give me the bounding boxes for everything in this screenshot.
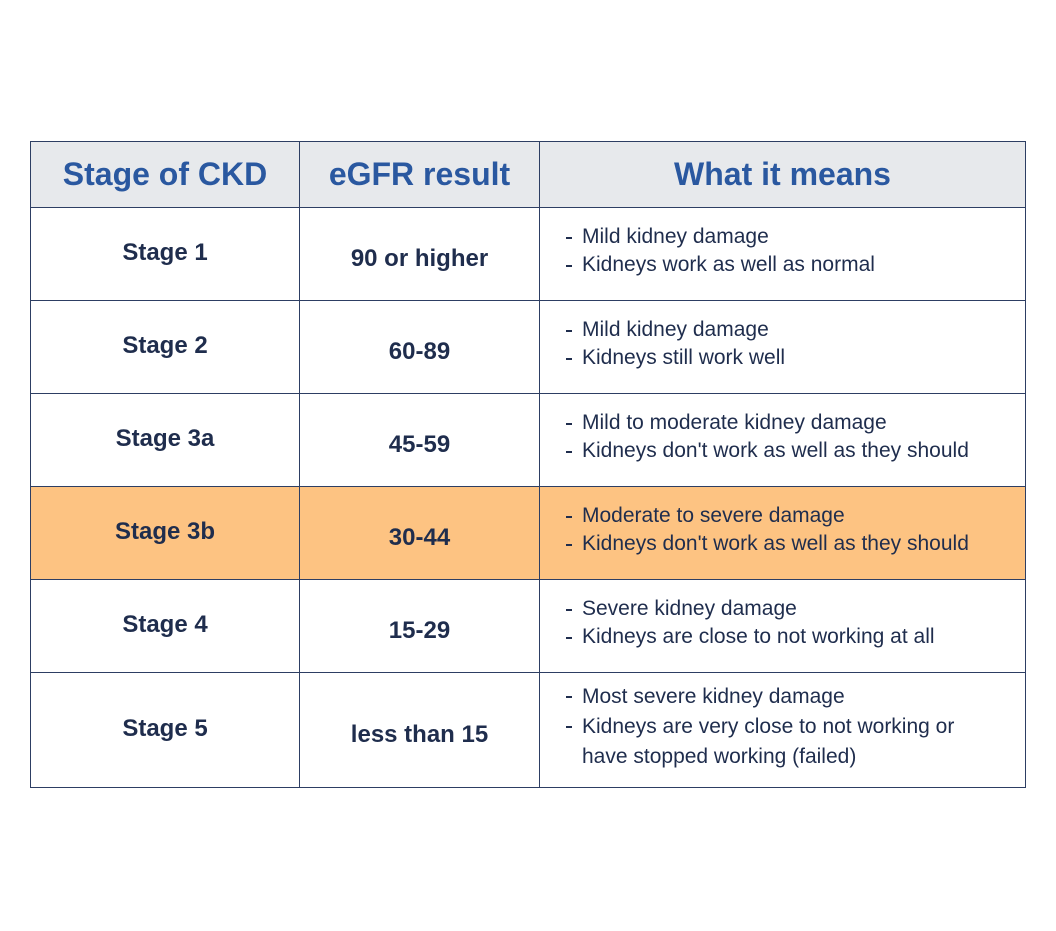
means-cell: Mild to moderate kidney damage Kidneys do…: [539, 393, 1026, 487]
bullet-dash: [566, 696, 572, 698]
bullet-dash: [566, 330, 572, 332]
means-item: Moderate to severe damage: [566, 502, 1013, 530]
means-item: Kidneys work as well as normal: [566, 251, 1013, 279]
egfr-cell: 30-44: [299, 486, 540, 580]
means-text: Mild to moderate kidney damage: [582, 411, 887, 434]
header-cell: Stage of CKD: [30, 141, 300, 208]
stage-cell: Stage 3b: [30, 486, 300, 580]
means-item: Mild to moderate kidney damage: [566, 409, 1013, 437]
bullet-dash: [566, 637, 572, 639]
egfr-cell: 15-29: [299, 579, 540, 673]
means-cell: Severe kidney damage Kidneys are close to…: [539, 579, 1026, 673]
means-item: Mild kidney damage: [566, 316, 1013, 344]
means-item: Kidneys are close to not working at all: [566, 623, 1013, 651]
means-cell: Mild kidney damage Kidneys still work wel…: [539, 300, 1026, 394]
bullet-dash: [566, 423, 572, 425]
header-row: Stage of CKD eGFR result What it means: [30, 141, 1026, 208]
bullet-dash: [566, 265, 572, 267]
means-text: Mild kidney damage: [582, 225, 769, 248]
table-row: Stage 5 less than 15 Most severe kidney da…: [30, 672, 1026, 788]
means-cell: Most severe kidney damage Kidneys are ver…: [539, 672, 1026, 788]
table-row: Stage 2 60-89 Mild kidney damage Kidneys st…: [30, 300, 1026, 394]
means-item: Most severe kidney damage: [566, 682, 1013, 712]
means-cell: Mild kidney damage Kidneys work as well a…: [539, 207, 1026, 301]
stage-cell: Stage 4: [30, 579, 300, 673]
stage-cell: Stage 2: [30, 300, 300, 394]
header-cell: eGFR result: [299, 141, 540, 208]
means-text: Kidneys work as well as normal: [582, 253, 875, 276]
ckd-table: Stage of CKD eGFR result What it means S…: [30, 141, 1026, 788]
table-row: Stage 3b 30-44 Moderate to severe damage Ki…: [30, 486, 1026, 580]
table-row: Stage 4 15-29 Severe kidney damage Kidneys …: [30, 579, 1026, 673]
bullet-dash: [566, 544, 572, 546]
means-item: Kidneys don't work as well as they shoul…: [566, 437, 1013, 465]
bullet-dash: [566, 358, 572, 360]
means-item: Mild kidney damage: [566, 223, 1013, 251]
means-item: Kidneys still work well: [566, 344, 1013, 372]
stage-cell: Stage 1: [30, 207, 300, 301]
egfr-cell: 45-59: [299, 393, 540, 487]
table-row: Stage 1 90 or higher Mild kidney damage Kid…: [30, 207, 1026, 301]
egfr-cell: less than 15: [299, 672, 540, 788]
means-cell: Moderate to severe damage Kidneys don't w…: [539, 486, 1026, 580]
means-text: Moderate to severe damage: [582, 504, 845, 527]
egfr-cell: 90 or higher: [299, 207, 540, 301]
header-cell: What it means: [539, 141, 1026, 208]
means-item: Kidneys don't work as well as they shoul…: [566, 530, 1013, 558]
means-item: Kidneys are very close to not working or…: [566, 712, 1013, 772]
means-text: Kidneys don't work as well as they shoul…: [582, 532, 969, 555]
bullet-dash: [566, 609, 572, 611]
means-item: Severe kidney damage: [566, 595, 1013, 623]
stage-cell: Stage 3a: [30, 393, 300, 487]
means-text: Most severe kidney damage: [582, 685, 845, 708]
stage-cell: Stage 5: [30, 672, 300, 788]
bullet-dash: [566, 451, 572, 453]
means-text: Kidneys are close to not working at all: [582, 625, 935, 648]
table-row: Stage 3a 45-59 Mild to moderate kidney dam…: [30, 393, 1026, 487]
means-text: Kidneys don't work as well as they shoul…: [582, 439, 969, 462]
egfr-cell: 60-89: [299, 300, 540, 394]
bullet-dash: [566, 516, 572, 518]
means-text: Severe kidney damage: [582, 597, 797, 620]
table-body: Stage 1 90 or higher Mild kidney damage Kid…: [30, 207, 1026, 788]
means-text: Mild kidney damage: [582, 318, 769, 341]
means-text: Kidneys still work well: [582, 346, 786, 369]
bullet-dash: [566, 726, 572, 728]
means-text: Kidneys are very close to not working or…: [582, 715, 955, 768]
bullet-dash: [566, 237, 572, 239]
